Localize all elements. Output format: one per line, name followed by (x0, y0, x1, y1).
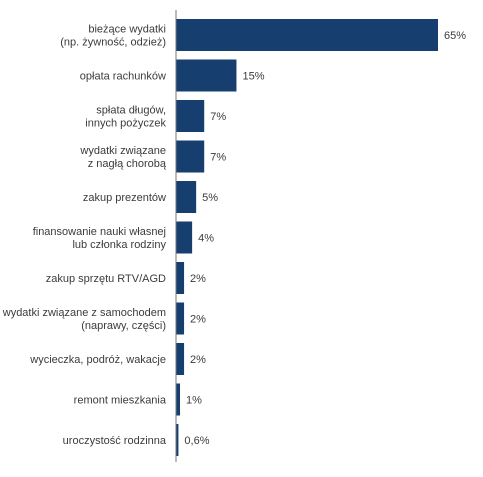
category-label-7: wydatki związane z samochodem (naprawy, c… (2, 307, 166, 332)
category-label-line: spłata długów, (96, 105, 166, 117)
bar-0 (176, 19, 438, 51)
category-label-line: (naprawy, części) (81, 320, 166, 332)
value-label-7: 2% (190, 314, 206, 326)
value-label-10: 0,6% (184, 435, 209, 447)
value-label-9: 1% (186, 395, 202, 407)
category-labels-group: bieżące wydatki (np. żywność, odzież) opła… (2, 24, 167, 448)
category-label-8: wycieczka, podróż, wakacje (29, 354, 166, 366)
category-label-0: bieżące wydatki (np. żywność, odzież) (60, 24, 166, 49)
bar-5 (176, 221, 193, 254)
bar-3 (176, 140, 205, 173)
bar-7 (176, 302, 185, 335)
category-label-3: wydatki związane z nagłą chorobą (79, 145, 166, 170)
value-label-2: 7% (210, 111, 226, 123)
category-label-line: opłata rachunków (80, 71, 166, 83)
bar-1 (176, 59, 237, 92)
category-label-2: spłata długów, innych pożyczek (85, 105, 166, 130)
category-label-line: wydatki związane z samochodem (2, 307, 166, 319)
bar-10 (176, 424, 179, 456)
category-label-4: zakup prezentów (83, 192, 166, 204)
category-label-6: zakup sprzętu RTV/AGD (46, 273, 166, 285)
category-label-10: uroczystość rodzinna (63, 435, 167, 447)
value-labels-group: 65% 15% 7% 7% 5% 4% 2% 2% 2% 1% 0,6% (184, 30, 466, 447)
category-label-line: bieżące wydatki (88, 24, 166, 36)
value-label-4: 5% (202, 192, 218, 204)
value-label-3: 7% (210, 152, 226, 164)
category-label-9: remont mieszkania (74, 395, 167, 407)
category-label-line: finansowanie nauki własnej (33, 226, 166, 238)
category-label-line: uroczystość rodzinna (63, 435, 167, 447)
category-label-5: finansowanie nauki własnej lub członka ro… (33, 226, 167, 251)
value-label-1: 15% (242, 71, 264, 83)
category-label-line: zakup prezentów (83, 192, 166, 204)
bars-group (176, 19, 438, 456)
category-label-line: z nagłą chorobą (88, 158, 167, 170)
bar-2 (176, 100, 205, 132)
category-label-1: opłata rachunków (80, 71, 166, 83)
category-label-line: innych pożyczek (85, 118, 166, 130)
category-label-line: (np. żywność, odzież) (60, 37, 166, 49)
category-label-line: wycieczka, podróż, wakacje (29, 354, 166, 366)
value-label-6: 2% (190, 273, 206, 285)
value-label-5: 4% (198, 233, 214, 245)
category-label-line: zakup sprzętu RTV/AGD (46, 273, 166, 285)
category-label-line: wydatki związane (79, 145, 166, 157)
category-label-line: lub członka rodziny (72, 239, 166, 251)
value-label-8: 2% (190, 354, 206, 366)
bar-4 (176, 181, 197, 213)
value-label-0: 65% (444, 30, 466, 42)
bar-8 (176, 343, 185, 375)
category-label-line: remont mieszkania (74, 395, 167, 407)
bar-6 (176, 262, 185, 294)
bar-9 (176, 383, 181, 416)
